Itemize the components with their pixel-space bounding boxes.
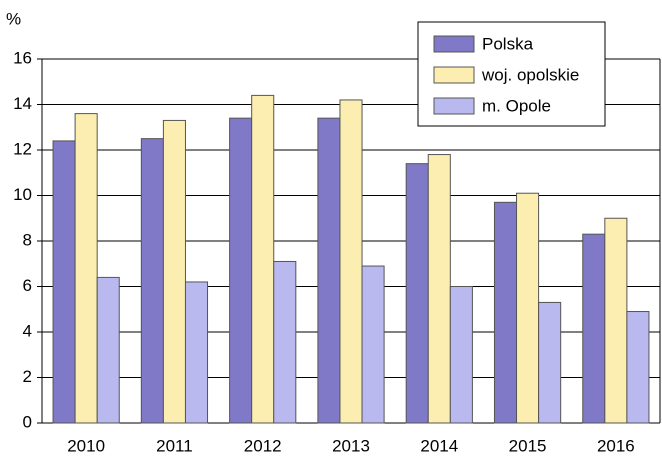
legend-swatch <box>433 97 475 115</box>
x-tick-label: 2015 <box>509 436 547 455</box>
legend-label: woj. opolskie <box>481 65 579 84</box>
bar <box>361 265 385 424</box>
bar <box>74 113 98 424</box>
bar <box>162 119 186 424</box>
legend-swatch <box>433 66 475 84</box>
x-tick-label: 2012 <box>244 436 282 455</box>
bar <box>516 192 540 424</box>
y-tick-label: 0 <box>23 412 32 431</box>
bar <box>229 117 253 424</box>
y-axis-label: % <box>6 9 21 28</box>
bar <box>493 201 518 424</box>
bar <box>538 301 562 424</box>
bar <box>604 217 628 424</box>
bar <box>184 281 209 424</box>
legend-label: m. Opole <box>482 96 551 115</box>
x-tick-label: 2013 <box>332 436 370 455</box>
y-tick-label: 12 <box>13 139 32 158</box>
legend-swatch <box>433 35 475 53</box>
y-tick-label: 2 <box>23 367 32 386</box>
bar <box>273 260 297 424</box>
bar <box>427 154 451 424</box>
y-tick-label: 14 <box>13 94 32 113</box>
bar <box>317 117 341 424</box>
y-tick-label: 6 <box>23 276 32 295</box>
x-tick-label: 2011 <box>156 436 193 455</box>
y-tick-label: 4 <box>23 321 32 340</box>
x-tick-label: 2014 <box>420 436 458 455</box>
bar <box>339 99 363 424</box>
bar <box>140 138 164 424</box>
bar <box>52 140 76 424</box>
bar <box>251 94 275 424</box>
bar <box>405 163 429 424</box>
y-tick-label: 10 <box>13 185 32 204</box>
bar <box>96 276 120 424</box>
y-tick-label: 8 <box>23 230 32 249</box>
x-tick-label: 2016 <box>597 436 635 455</box>
bar <box>626 311 650 424</box>
bar <box>449 286 473 424</box>
legend-label: Polska <box>482 34 534 53</box>
x-tick-label: 2010 <box>67 436 105 455</box>
y-tick-label: 16 <box>13 48 32 67</box>
bar <box>582 233 606 424</box>
